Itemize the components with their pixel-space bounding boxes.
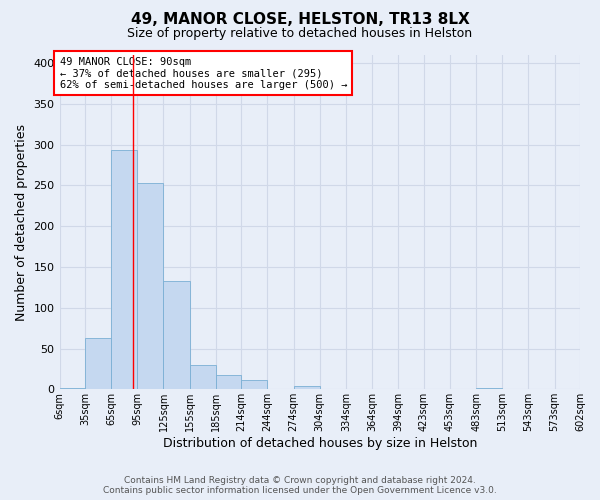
Text: 49 MANOR CLOSE: 90sqm
← 37% of detached houses are smaller (295)
62% of semi-det: 49 MANOR CLOSE: 90sqm ← 37% of detached … — [59, 56, 347, 90]
Bar — [59, 388, 85, 390]
Bar — [293, 386, 320, 390]
Bar — [85, 338, 111, 390]
Text: Size of property relative to detached houses in Helston: Size of property relative to detached ho… — [127, 28, 473, 40]
X-axis label: Distribution of detached houses by size in Helston: Distribution of detached houses by size … — [163, 437, 477, 450]
Text: 49, MANOR CLOSE, HELSTON, TR13 8LX: 49, MANOR CLOSE, HELSTON, TR13 8LX — [131, 12, 469, 28]
Bar — [111, 150, 137, 390]
Bar — [137, 183, 163, 390]
Bar — [190, 365, 216, 390]
Bar — [163, 281, 190, 390]
Y-axis label: Number of detached properties: Number of detached properties — [15, 124, 28, 320]
Text: Contains HM Land Registry data © Crown copyright and database right 2024.
Contai: Contains HM Land Registry data © Crown c… — [103, 476, 497, 495]
Bar — [216, 376, 241, 390]
Bar — [241, 380, 268, 390]
Bar — [476, 388, 502, 390]
